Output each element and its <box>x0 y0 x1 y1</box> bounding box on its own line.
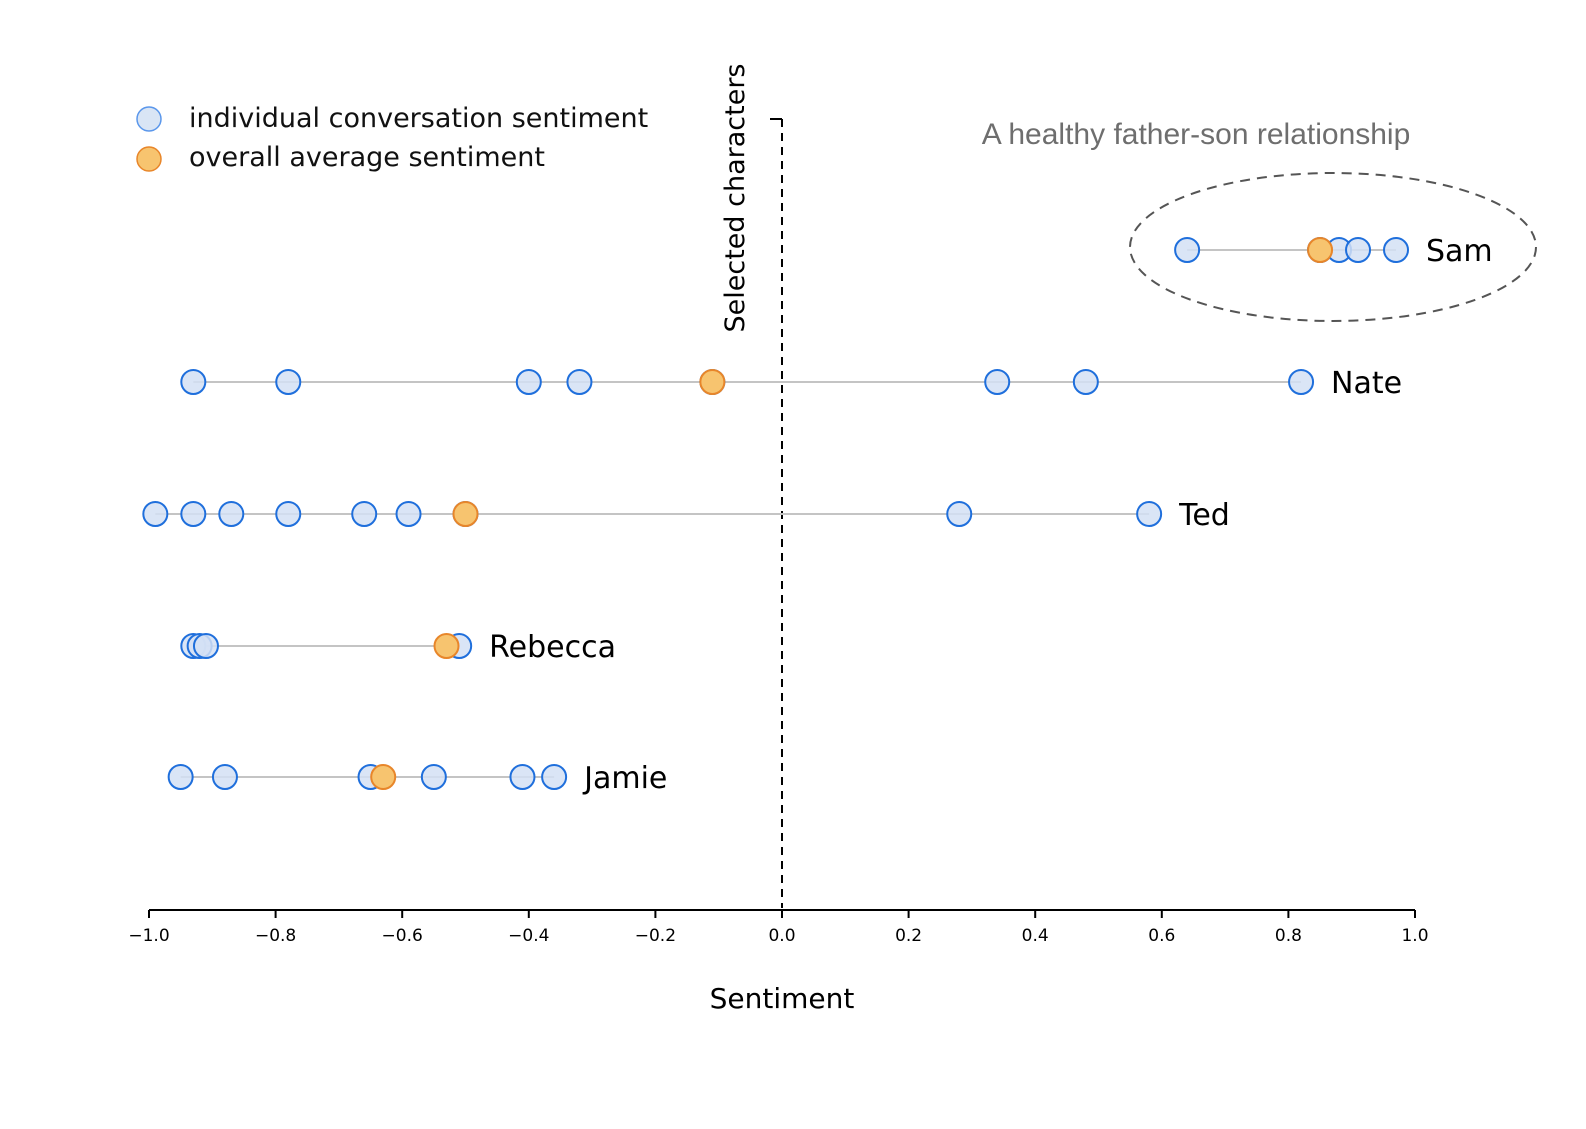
point-individual-nate-7 <box>1288 369 1315 395</box>
point-individual-nate-6 <box>1072 369 1099 395</box>
x-tick-label-0: −1.0 <box>128 926 169 946</box>
row-nate: Nate <box>180 366 1402 401</box>
point-individual-ted-8 <box>1136 501 1163 527</box>
point-individual-ted-2 <box>218 501 245 527</box>
series-label-jamie: Jamie <box>582 761 667 796</box>
point-individual-ted-5 <box>395 501 422 527</box>
point-individual-ted-3 <box>275 501 302 527</box>
point-individual-nate-2 <box>515 369 542 395</box>
point-individual-nate-3 <box>566 369 593 395</box>
row-rebecca: Rebecca <box>180 630 616 665</box>
point-individual-ted-4 <box>351 501 378 527</box>
series-label-sam: Sam <box>1426 234 1493 269</box>
legend: individual conversation sentiment overal… <box>136 103 648 173</box>
point-average-jamie <box>370 764 397 790</box>
series-label-rebecca: Rebecca <box>489 630 616 665</box>
point-average-sam <box>1307 237 1334 263</box>
x-tick-label-5: 0.0 <box>768 926 795 946</box>
point-individual-nate-0 <box>180 369 207 395</box>
point-individual-jamie-0 <box>167 764 194 790</box>
x-tick-label-2: −0.6 <box>382 926 423 946</box>
zero-line-title: Selected characters <box>720 64 751 333</box>
x-tick-label-1: −0.8 <box>255 926 296 946</box>
point-individual-jamie-1 <box>211 764 238 790</box>
legend-marker-individual <box>136 106 162 132</box>
x-tick-label-3: −0.4 <box>508 926 549 946</box>
point-individual-jamie-5 <box>541 764 568 790</box>
x-axis-title: Sentiment <box>710 982 855 1015</box>
point-individual-rebecca-2 <box>192 633 219 659</box>
legend-label-individual: individual conversation sentiment <box>189 103 648 134</box>
point-individual-ted-1 <box>180 501 207 527</box>
point-individual-ted-7 <box>946 501 973 527</box>
x-tick-label-6: 0.2 <box>895 926 922 946</box>
point-individual-jamie-4 <box>509 764 536 790</box>
data-rows: Sam Nate Ted Rebecca Jamie <box>142 234 1493 796</box>
x-tick-label-4: −0.2 <box>635 926 676 946</box>
point-average-nate <box>699 369 726 395</box>
series-label-nate: Nate <box>1331 366 1402 401</box>
point-individual-nate-5 <box>984 369 1011 395</box>
annotation-ellipse <box>1129 172 1537 322</box>
point-individual-sam-4 <box>1383 237 1410 263</box>
point-individual-sam-3 <box>1345 237 1372 263</box>
point-individual-jamie-3 <box>420 764 447 790</box>
x-tick-label-9: 0.8 <box>1275 926 1302 946</box>
series-label-ted: Ted <box>1178 498 1230 533</box>
point-average-ted <box>452 501 479 527</box>
point-individual-sam-0 <box>1174 237 1201 263</box>
row-ted: Ted <box>142 498 1230 533</box>
row-sam: Sam <box>1174 234 1493 269</box>
row-jamie: Jamie <box>167 761 667 796</box>
annotation-text: A healthy father-son relationship <box>982 118 1411 151</box>
point-individual-nate-1 <box>275 369 302 395</box>
point-average-rebecca <box>433 633 460 659</box>
x-tick-label-7: 0.4 <box>1022 926 1049 946</box>
legend-marker-average <box>136 146 162 172</box>
x-tick-label-10: 1.0 <box>1401 926 1428 946</box>
point-individual-ted-0 <box>142 501 169 527</box>
x-axis: −1.0 −0.8 −0.6 −0.4 −0.2 0.0 0.2 0.4 0.6 0.8 1.0 <box>128 909 1429 946</box>
legend-label-average: overall average sentiment <box>189 142 545 173</box>
x-tick-label-8: 0.6 <box>1148 926 1175 946</box>
